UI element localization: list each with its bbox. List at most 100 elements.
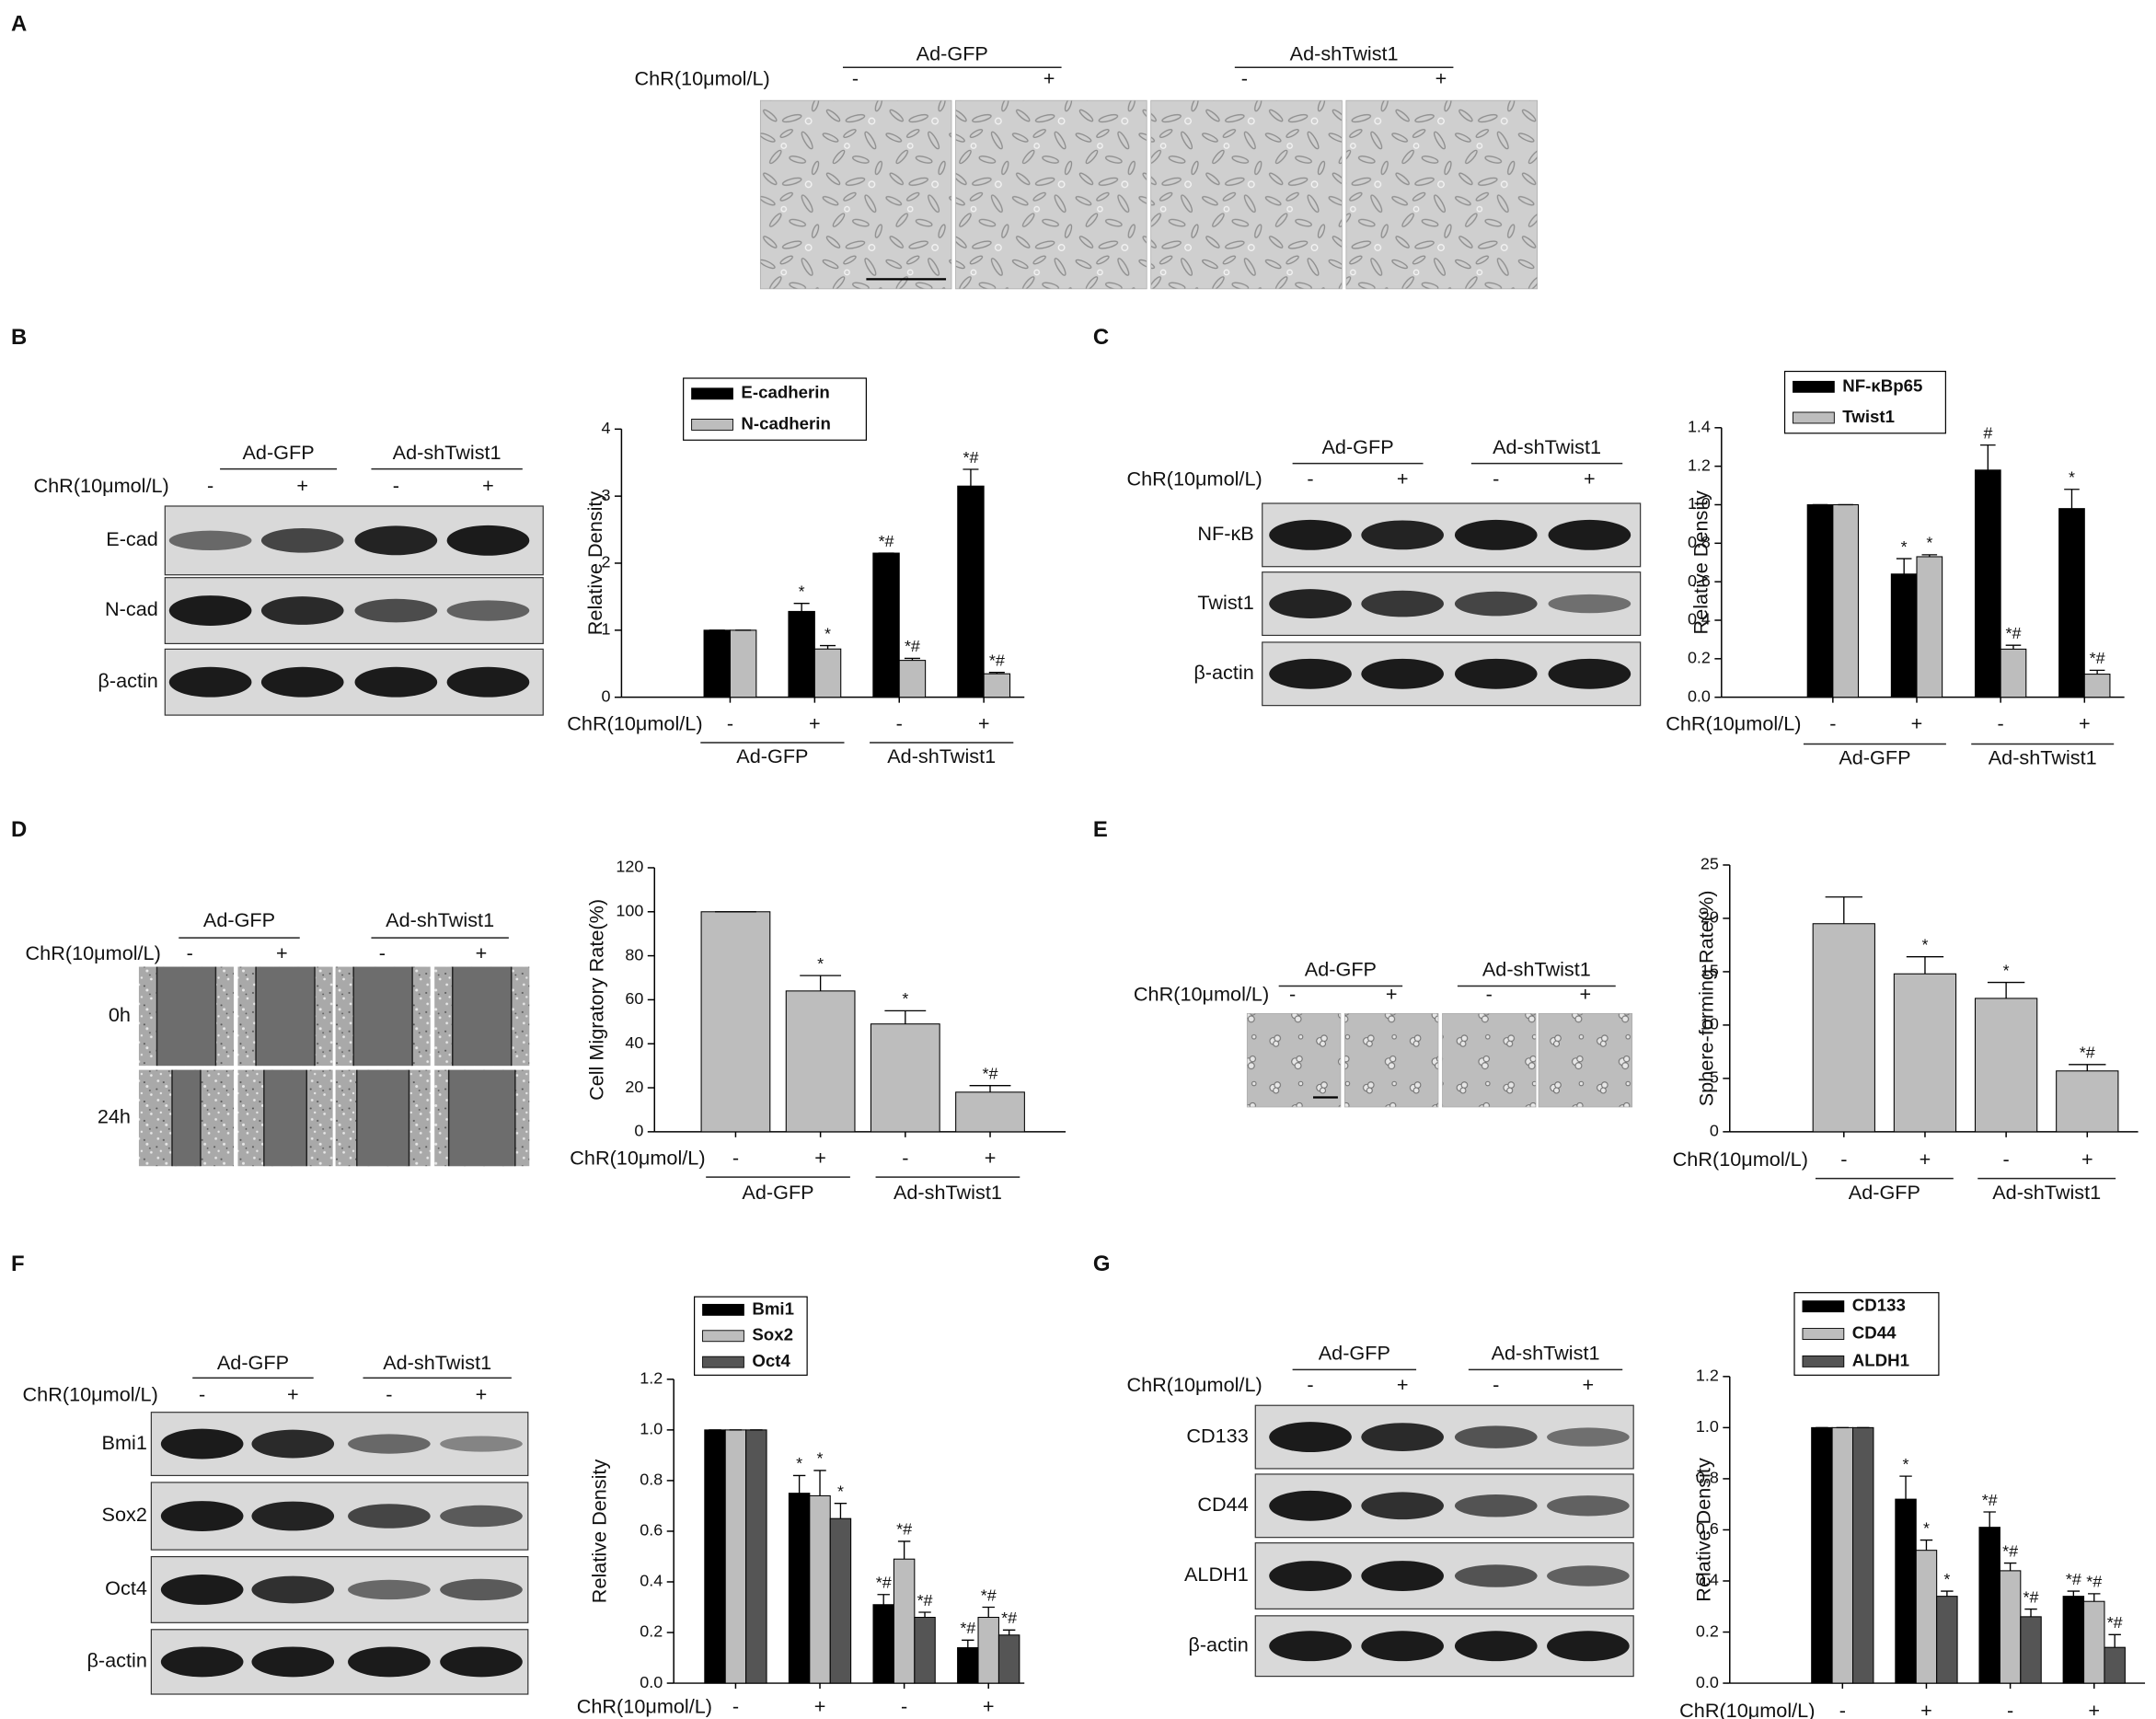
blot-band bbox=[354, 598, 438, 623]
y-tick-label: 60 bbox=[625, 989, 643, 1008]
blot-band bbox=[1361, 520, 1444, 550]
y-axis-label: Relative Density bbox=[588, 1459, 611, 1604]
significance-mark: *# bbox=[2080, 1044, 2095, 1062]
x-tick-label: - bbox=[1998, 711, 2004, 734]
x-tick-label: - bbox=[1839, 1699, 1846, 1719]
group-label: Ad-GFP bbox=[1319, 1342, 1390, 1365]
bar bbox=[2062, 1596, 2085, 1684]
y-tick-label: 120 bbox=[616, 858, 643, 876]
bar bbox=[914, 1616, 936, 1684]
sign-label: - bbox=[187, 941, 193, 964]
y-tick-label: 1.4 bbox=[1688, 418, 1711, 436]
sign-label: + bbox=[1435, 66, 1447, 89]
micrograph-image bbox=[1345, 99, 1538, 290]
bar bbox=[788, 610, 815, 698]
bar bbox=[1811, 1426, 1833, 1684]
significance-mark: *# bbox=[2107, 1613, 2123, 1632]
x-tick-label: - bbox=[732, 1146, 739, 1169]
sign-label: + bbox=[476, 941, 488, 964]
group-label: Ad-GFP bbox=[203, 908, 275, 931]
significance-mark: * bbox=[1923, 1518, 1930, 1537]
bar bbox=[1978, 1527, 2000, 1684]
bar bbox=[745, 1429, 767, 1684]
blot-band bbox=[1454, 1494, 1538, 1517]
legend-label: Twist1 bbox=[1842, 407, 1895, 426]
error-bar bbox=[1920, 1539, 1933, 1551]
bar bbox=[1851, 1426, 1874, 1684]
significance-mark: *# bbox=[879, 532, 894, 550]
significance-mark: *# bbox=[1001, 1609, 1017, 1627]
blot-band bbox=[1547, 1495, 1630, 1517]
group-label: Ad-GFP bbox=[242, 441, 314, 464]
significance-mark: # bbox=[1983, 423, 1992, 442]
group-label: Ad-GFP bbox=[1321, 435, 1393, 458]
x-axis-label: ChR(10μmol/L) bbox=[1666, 711, 1801, 734]
micrograph-image bbox=[1442, 1012, 1537, 1108]
error-bar bbox=[1987, 981, 2025, 998]
row-label: 0h bbox=[109, 1003, 131, 1026]
error-bar bbox=[918, 1611, 931, 1618]
sign-label: + bbox=[1580, 983, 1592, 1006]
error-bar bbox=[820, 644, 836, 650]
legend-label: CD44 bbox=[1852, 1322, 1897, 1342]
panel-label: D bbox=[11, 817, 27, 842]
bar bbox=[983, 673, 1011, 698]
treatment-label: ChR(10μmol/L) bbox=[34, 474, 169, 497]
blot-band bbox=[1361, 1631, 1444, 1662]
group-label: Ad-GFP bbox=[1305, 958, 1377, 981]
y-tick-label: 0.8 bbox=[640, 1471, 663, 1489]
sign-label: + bbox=[287, 1382, 299, 1405]
x-tick-label: + bbox=[814, 1146, 826, 1169]
y-axis-label: Relative Density bbox=[583, 491, 606, 636]
legend-swatch bbox=[1793, 411, 1835, 424]
sign-label: + bbox=[276, 941, 288, 964]
sign-label: + bbox=[296, 474, 308, 497]
error-bar bbox=[884, 1009, 927, 1024]
bar bbox=[809, 1494, 831, 1684]
x-tick-label: - bbox=[1829, 711, 1836, 734]
error-bar bbox=[904, 657, 920, 661]
treatment-label: ChR(10μmol/L) bbox=[1126, 467, 1262, 490]
y-axis-label: Relative Density bbox=[1689, 490, 1712, 635]
scratch-gap bbox=[256, 966, 316, 1067]
error-bar bbox=[2003, 1562, 2017, 1571]
blot-band bbox=[1361, 1561, 1444, 1591]
blot-band bbox=[446, 600, 530, 621]
blot-band bbox=[348, 1434, 431, 1454]
significance-mark: *# bbox=[2002, 1541, 2018, 1560]
legend-label: NF-κBp65 bbox=[1842, 375, 1922, 395]
x-tick-label: + bbox=[809, 711, 821, 734]
y-tick-label: 0.8 bbox=[1688, 533, 1711, 551]
error-bar bbox=[813, 1470, 826, 1496]
significance-mark: * bbox=[817, 1449, 824, 1468]
error-bar bbox=[834, 1502, 847, 1519]
y-tick-label: 0.2 bbox=[640, 1622, 663, 1641]
bar bbox=[872, 1604, 894, 1684]
group-label: Ad-GFP bbox=[1849, 1181, 1920, 1204]
y-tick-label: 1.0 bbox=[640, 1420, 663, 1438]
row-label: Oct4 bbox=[105, 1576, 147, 1599]
y-tick-label: 1.2 bbox=[1688, 456, 1711, 474]
bar bbox=[2000, 648, 2027, 698]
error-bar bbox=[1896, 558, 1912, 574]
bar bbox=[1831, 1426, 1854, 1684]
significance-mark: *# bbox=[960, 1619, 975, 1637]
legend-swatch bbox=[1802, 1355, 1845, 1367]
blot-band bbox=[1269, 1490, 1352, 1521]
group-label: Ad-GFP bbox=[742, 1181, 813, 1204]
legend-label: Bmi1 bbox=[752, 1298, 794, 1318]
x-tick-label: + bbox=[985, 1146, 997, 1169]
error-bar bbox=[793, 603, 810, 612]
micrograph-image bbox=[1344, 1012, 1439, 1108]
blot-band bbox=[168, 666, 252, 698]
significance-mark: *# bbox=[2086, 1573, 2102, 1591]
group-label: Ad-shTwist1 bbox=[1290, 42, 1399, 65]
significance-mark: * bbox=[1903, 1455, 1909, 1473]
x-tick-label: + bbox=[1920, 1699, 1932, 1719]
group-label: Ad-shTwist1 bbox=[386, 908, 494, 931]
bar bbox=[729, 629, 757, 698]
treatment-label: ChR(10μmol/L) bbox=[26, 941, 161, 964]
bar bbox=[1890, 573, 1918, 698]
y-tick-label: 3 bbox=[601, 486, 610, 504]
row-label: β-actin bbox=[1193, 661, 1253, 684]
